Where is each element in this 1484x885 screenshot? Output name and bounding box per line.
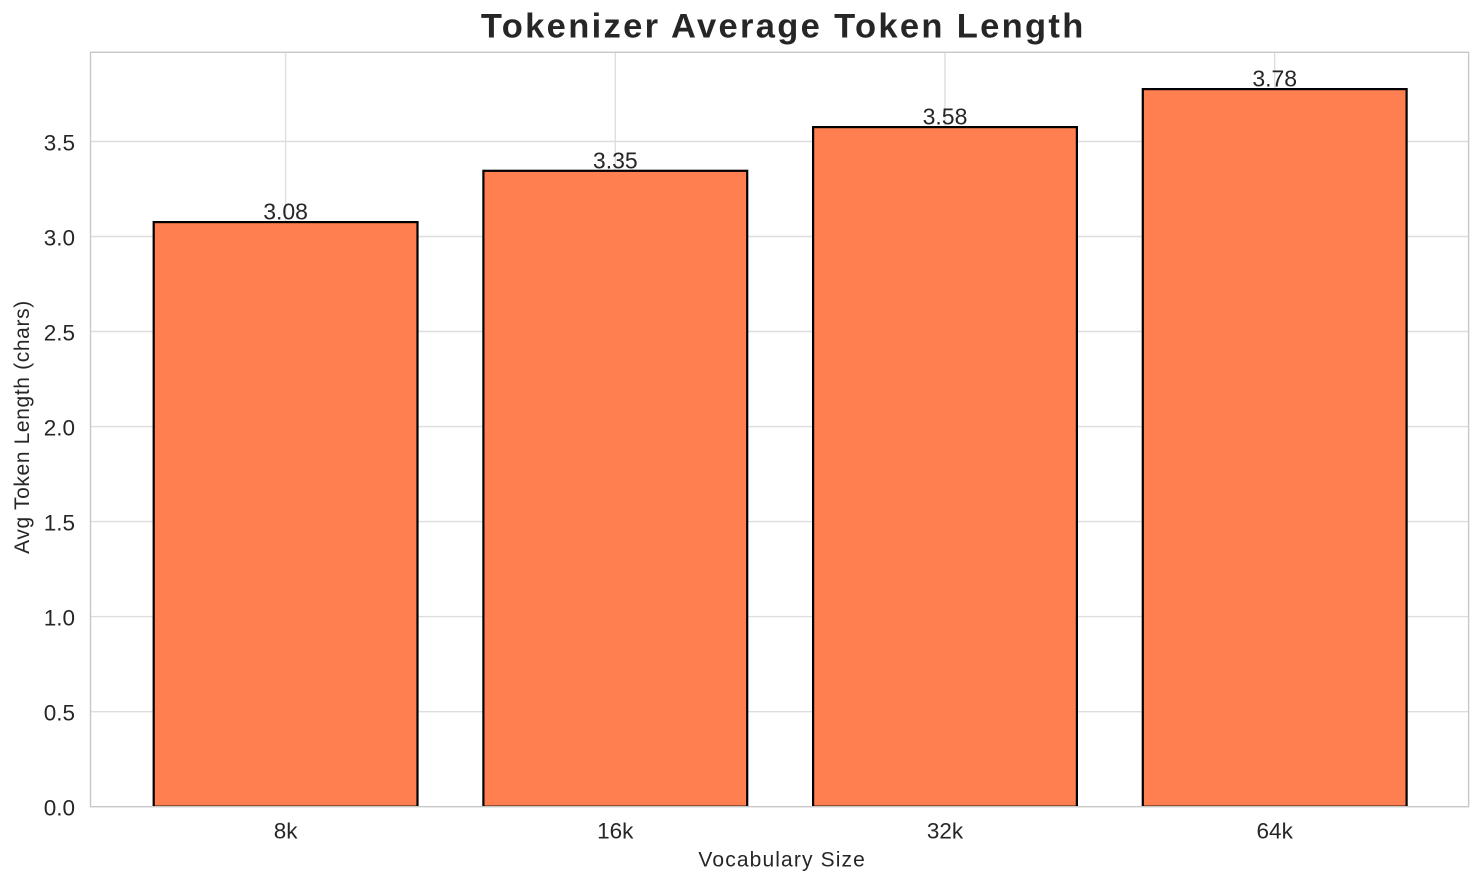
- svg-text:64k: 64k: [1257, 819, 1294, 844]
- svg-text:16k: 16k: [597, 819, 634, 844]
- svg-text:Avg Token Length (chars): Avg Token Length (chars): [11, 300, 34, 554]
- svg-text:3.35: 3.35: [593, 147, 638, 173]
- svg-text:1.0: 1.0: [44, 606, 75, 631]
- svg-text:3.0: 3.0: [44, 226, 75, 251]
- svg-text:0.5: 0.5: [44, 701, 75, 726]
- svg-text:3.5: 3.5: [44, 131, 75, 156]
- svg-text:3.08: 3.08: [263, 199, 308, 225]
- svg-text:2.0: 2.0: [44, 416, 75, 441]
- svg-text:2.5: 2.5: [44, 321, 75, 346]
- svg-text:32k: 32k: [927, 819, 964, 844]
- svg-text:8k: 8k: [274, 819, 299, 844]
- svg-text:Vocabulary Size: Vocabulary Size: [698, 848, 866, 871]
- svg-text:1.5: 1.5: [44, 511, 75, 536]
- svg-text:3.78: 3.78: [1252, 66, 1297, 92]
- svg-text:3.58: 3.58: [923, 104, 968, 130]
- svg-text:Tokenizer Average Token Length: Tokenizer Average Token Length: [481, 8, 1086, 46]
- svg-text:0.0: 0.0: [44, 796, 75, 821]
